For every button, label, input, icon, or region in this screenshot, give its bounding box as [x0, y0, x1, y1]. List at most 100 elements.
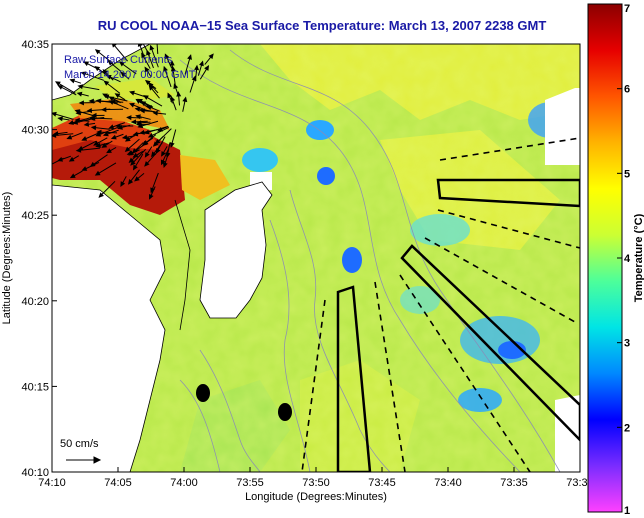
x-tick-label: 73:35 — [500, 477, 528, 489]
current-vector-head — [149, 193, 154, 200]
radar-beams — [301, 137, 580, 472]
current-vector-head — [52, 132, 57, 138]
colorbar-ticks: 7 6 5 4 3 2 1 — [617, 3, 631, 517]
current-vector-head — [155, 147, 161, 154]
current-vector-head — [77, 145, 84, 151]
current-vector-head — [161, 150, 166, 157]
current-vector-head — [124, 146, 131, 153]
x-axis-ticks: 74:10 74:05 74:00 73:55 73:50 73:45 73:40 73:35… — [38, 467, 594, 489]
current-vector — [52, 157, 64, 165]
current-vector-head — [167, 92, 173, 99]
x-tick-label: 74:05 — [104, 477, 132, 489]
colorbar-tick-label: 2 — [624, 422, 630, 434]
current-vector — [156, 44, 159, 54]
current-vector-head — [95, 142, 102, 148]
current-vector-head — [141, 140, 148, 146]
current-vector-head — [78, 100, 84, 106]
current-vector-head — [98, 192, 104, 198]
colorbar-tick-label: 1 — [624, 505, 630, 517]
current-vector-head — [57, 85, 64, 90]
current-vector-head — [90, 125, 97, 131]
x-tick-label: 74:00 — [170, 477, 198, 489]
current-vector-head — [69, 78, 76, 84]
y-axis-label: Latitude (Degrees:Minutes) — [1, 192, 13, 325]
current-vector-head — [110, 134, 117, 140]
current-vector-head — [169, 60, 175, 66]
y-axis-ticks: 40:35 40:30 40:25 40:20 40:15 40:10 — [21, 39, 57, 479]
current-vector-head — [86, 107, 93, 113]
current-vector-head — [117, 124, 123, 130]
current-vector-head — [81, 136, 88, 141]
current-vector-head — [121, 134, 128, 140]
current-vector-head — [118, 61, 125, 67]
current-vector-head — [199, 60, 204, 67]
current-vector-head — [76, 91, 83, 97]
y-tick-label: 40:30 — [21, 125, 49, 137]
current-vector-head — [114, 93, 121, 99]
colorbar-tick-label: 7 — [624, 3, 630, 15]
current-vector-head — [68, 156, 75, 162]
current-vector-head — [126, 115, 132, 121]
current-vector-head — [83, 61, 90, 67]
current-vector-head — [155, 32, 158, 36]
y-tick-label: 40:35 — [21, 39, 49, 51]
current-vector-head — [152, 141, 159, 147]
current-vector-head — [163, 65, 168, 72]
current-vector-head — [46, 164, 50, 167]
y-tick-label: 40:25 — [21, 210, 49, 222]
current-vector-head — [130, 119, 137, 125]
current-vector-head — [194, 64, 200, 71]
current-vector-head — [208, 53, 214, 60]
current-vector-head — [204, 65, 210, 71]
current-vector-head — [170, 95, 176, 102]
current-vector-head — [74, 109, 81, 115]
annotation-line-1: Raw Surface Currents — [64, 54, 173, 66]
colorbar-label: Temperature (°C) — [633, 213, 644, 302]
current-vector-head — [128, 157, 135, 163]
current-vector-head — [182, 96, 188, 103]
current-vector-head — [108, 124, 115, 130]
current-vector-head — [54, 81, 61, 87]
y-tick-label: 40:20 — [21, 296, 49, 308]
x-tick-label: 73:30 — [566, 477, 594, 489]
current-vector-head — [101, 142, 108, 148]
current-vector-head — [127, 179, 134, 185]
x-tick-label: 74:10 — [38, 477, 66, 489]
current-vector-head — [102, 69, 108, 75]
current-vector-head — [144, 151, 150, 158]
x-axis-label: Longitude (Degrees:Minutes) — [245, 491, 387, 503]
current-vector-head — [165, 152, 171, 159]
current-vector-head — [147, 132, 154, 138]
current-vector-head — [132, 131, 139, 137]
current-vector-head — [91, 112, 97, 118]
current-vector-head — [132, 164, 138, 171]
current-vector-head — [80, 71, 87, 77]
current-vector-head — [68, 120, 74, 125]
colorbar-tick-label: 5 — [624, 168, 630, 180]
colorbar — [587, 3, 623, 513]
current-vector-head — [57, 116, 63, 122]
x-tick-label: 73:55 — [236, 477, 264, 489]
radar-boxes — [336, 178, 580, 472]
current-vector-head — [187, 54, 192, 60]
current-vector-head — [169, 142, 175, 148]
colorbar-tick-label: 3 — [624, 338, 630, 350]
current-vector-head — [88, 115, 94, 121]
current-vector-head — [134, 106, 141, 112]
current-vector — [142, 44, 151, 56]
current-vector-head — [150, 187, 155, 194]
current-vector-head — [77, 84, 84, 90]
current-vector-head — [102, 131, 109, 137]
scale-label: 50 cm/s — [60, 438, 99, 450]
current-vector-head — [129, 90, 135, 96]
x-tick-label: 73:40 — [434, 477, 462, 489]
current-vector-head — [149, 44, 155, 51]
current-vector-head — [94, 170, 101, 176]
current-vector-head — [120, 71, 127, 78]
current-vector-head — [148, 82, 154, 88]
current-vector-head — [129, 102, 135, 108]
current-vector-head — [52, 111, 57, 117]
x-tick-label: 73:45 — [368, 477, 396, 489]
current-vector-head — [94, 49, 101, 55]
